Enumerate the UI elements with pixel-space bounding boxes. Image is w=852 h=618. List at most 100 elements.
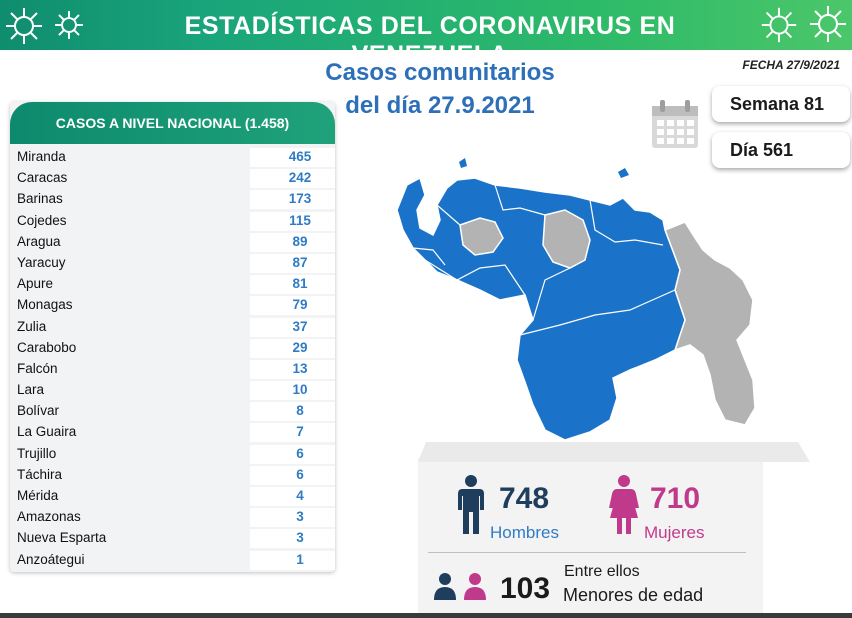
map-region-lara: [459, 217, 504, 256]
table-row: Monagas 79: [10, 295, 335, 316]
case-count: 8: [296, 403, 304, 419]
table-row: Trujillo 6: [10, 444, 335, 465]
table-title: CASOS A NIVEL NACIONAL (1.458): [10, 102, 335, 144]
province-name: Lara: [17, 382, 45, 398]
value-cell: [250, 253, 335, 273]
value-cell: [250, 423, 335, 443]
value-cell: [250, 381, 335, 401]
woman-icon: [609, 475, 639, 534]
province-name: Mérida: [17, 488, 59, 503]
stats-panel-top: [418, 442, 810, 462]
virus-icon: [761, 7, 797, 43]
case-count: 3: [296, 509, 304, 525]
table-row: Apure 81: [10, 274, 335, 295]
case-count: 1: [296, 551, 304, 567]
case-count: 4: [296, 488, 304, 503]
value-cell: [250, 275, 335, 295]
province-name: Falcón: [17, 360, 58, 376]
province-name: Monagas: [17, 297, 73, 313]
children-icon: [434, 573, 486, 600]
value-cell: [250, 296, 335, 316]
case-count: 13: [292, 360, 308, 376]
province-name: Anzoátegui: [17, 551, 85, 567]
week-badge: Semana 81: [712, 86, 850, 122]
subtitle-line-2: del día 27.9.2021: [345, 92, 535, 119]
table-row: Yaracuy 87: [10, 253, 335, 274]
case-count: 6: [296, 445, 304, 461]
province-name: Nueva Esparta: [17, 530, 107, 546]
bottom-border: [0, 613, 852, 618]
value-cell: [250, 402, 335, 422]
case-count: 7: [296, 424, 304, 440]
men-label: Hombres: [490, 523, 559, 542]
table-row: Cojedes 115: [10, 211, 335, 232]
table-row: La Guaira 7: [10, 422, 335, 443]
province-name: Cojedes: [17, 212, 67, 228]
value-cell: [250, 190, 335, 210]
province-name: Carabobo: [17, 339, 77, 355]
province-name: Táchira: [17, 466, 63, 482]
calendar-icon: [652, 100, 698, 148]
value-cell: [250, 508, 335, 528]
table-row: Anzoátegui 1: [10, 550, 335, 571]
province-name: Aragua: [17, 233, 61, 249]
province-name: Zulia: [17, 318, 47, 334]
table-row: Nueva Esparta 3: [10, 528, 335, 549]
table-row: Amazonas 3: [10, 507, 335, 528]
case-count: 37: [292, 318, 308, 334]
province-name: Trujillo: [17, 445, 57, 461]
case-count: 10: [292, 382, 308, 398]
divider: [428, 552, 746, 553]
province-name: Amazonas: [17, 509, 81, 525]
province-name: Miranda: [17, 149, 66, 164]
venezuela-map: [396, 158, 756, 441]
case-count: 6: [296, 466, 304, 482]
table-row: Aragua 89: [10, 232, 335, 253]
table-row: Bolívar 8: [10, 401, 335, 422]
table-row: Falcón 13: [10, 359, 335, 380]
map-region-anzoategui: [542, 209, 591, 269]
day-badge: Día 561: [712, 132, 850, 168]
value-cell: [250, 465, 335, 485]
table-row: Zulia 37: [10, 317, 335, 338]
case-count: 3: [296, 530, 304, 546]
case-count: 89: [292, 233, 308, 249]
men-count: 748: [499, 482, 550, 515]
minors-label: Menores de edad: [563, 585, 704, 605]
case-count: 87: [292, 254, 308, 270]
case-count: 79: [292, 297, 308, 313]
virus-icon: [6, 8, 42, 44]
minors-count: 103: [500, 572, 551, 605]
women-label: Mujeres: [644, 523, 705, 542]
value-cell: [250, 550, 335, 570]
case-count: 29: [292, 339, 308, 355]
case-count: 81: [292, 276, 308, 292]
province-name: Barinas: [17, 191, 63, 207]
man-icon: [458, 475, 484, 534]
value-cell: [250, 317, 335, 337]
table-row: Lara 10: [10, 380, 335, 401]
header-banner: ESTADÍSTICAS DEL CORONAVIRUS EN VENEZUEL…: [0, 0, 852, 69]
table-rows: Miranda 465 Caracas 242 Barinas 173 Cojedes 115…: [10, 147, 335, 571]
value-cell: [250, 169, 335, 189]
value-cell: [250, 487, 335, 506]
table-row: Táchira 6: [10, 465, 335, 486]
province-name: Bolívar: [17, 403, 60, 419]
value-cell: [250, 232, 335, 252]
women-count: 710: [650, 482, 701, 515]
value-cell: [250, 338, 335, 358]
subtitle-line-1: Casos comunitarios: [325, 59, 555, 86]
map-country-body: [396, 176, 686, 441]
province-name: Caracas: [17, 170, 68, 186]
value-cell: [250, 359, 335, 379]
subtitle: Casos comunitarios del día 27.9.2021: [300, 56, 580, 122]
virus-icon: [55, 11, 83, 39]
value-cell: [250, 148, 335, 167]
province-name: Yaracuy: [17, 254, 66, 270]
case-count: 115: [289, 212, 311, 228]
province-name: Apure: [17, 276, 54, 292]
date-label: FECHA 27/9/2021: [742, 58, 840, 72]
value-cell: [250, 529, 335, 549]
table-row: Mérida 4: [10, 486, 335, 507]
minors-pre-label: Entre ellos: [564, 563, 640, 580]
